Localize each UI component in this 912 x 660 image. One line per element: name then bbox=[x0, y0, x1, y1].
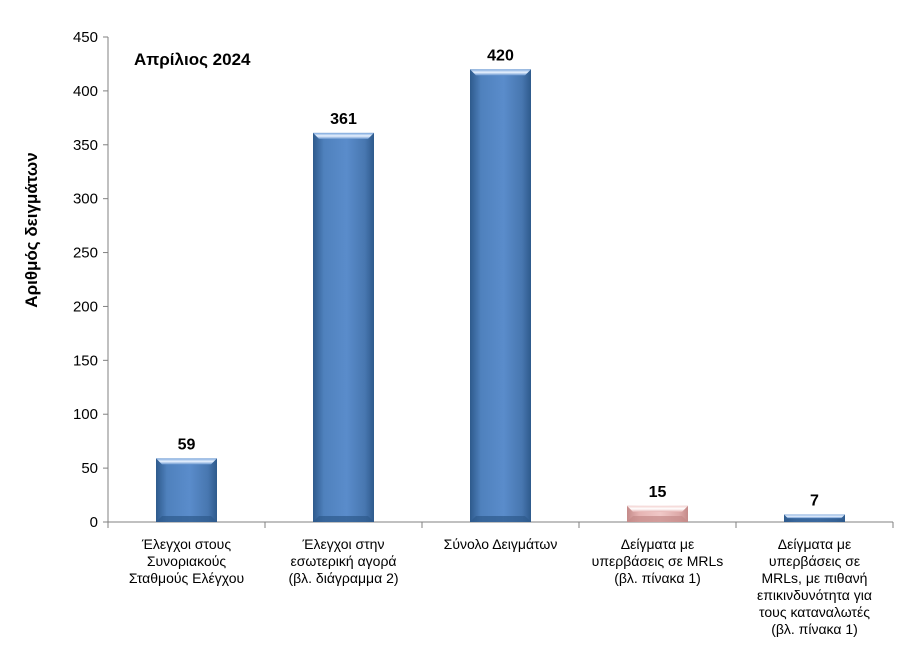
bar-bevel bbox=[470, 69, 531, 76]
x-category-label: Σύνολο Δειγμάτων bbox=[443, 536, 558, 552]
bar-bevel-bottom bbox=[627, 516, 688, 522]
data-labels: 59 361 420 15 7 bbox=[178, 47, 819, 509]
bar-body bbox=[156, 458, 217, 522]
bar-bevel bbox=[156, 458, 217, 465]
y-tick-label: 400 bbox=[73, 83, 98, 100]
x-category-label: Έλεγχοι στην εσωτερική αγορά (βλ. διάγρα… bbox=[288, 536, 399, 586]
bars bbox=[156, 69, 845, 522]
y-tick-label: 250 bbox=[73, 245, 98, 262]
bar-bevel-bottom bbox=[784, 518, 845, 522]
data-label: 420 bbox=[487, 47, 514, 64]
y-tick-label: 0 bbox=[90, 514, 98, 531]
bar-bevel bbox=[313, 132, 374, 139]
bar bbox=[627, 505, 688, 522]
bar-bevel bbox=[627, 505, 688, 512]
data-label: 59 bbox=[178, 436, 196, 453]
bar-bevel bbox=[784, 514, 845, 519]
chart-annotation: Απρίλιος 2024 bbox=[134, 50, 251, 69]
y-tick-label: 50 bbox=[81, 460, 98, 477]
data-label: 15 bbox=[649, 484, 667, 501]
bar-bevel-bottom bbox=[470, 516, 531, 522]
bar-body bbox=[470, 69, 531, 522]
y-tick-label: 300 bbox=[73, 191, 98, 208]
bar bbox=[470, 69, 531, 522]
data-label: 7 bbox=[810, 492, 819, 509]
data-label: 361 bbox=[330, 111, 357, 128]
y-axis-label: Αριθμός δειγμάτων bbox=[22, 152, 41, 308]
y-tick-label: 100 bbox=[73, 406, 98, 423]
bar-bevel-bottom bbox=[156, 516, 217, 522]
x-category-label: Δείγματα με υπερβάσεις σε MRLs (βλ. πίνα… bbox=[591, 536, 724, 586]
bar bbox=[313, 132, 374, 522]
y-tick-label: 450 bbox=[73, 29, 98, 46]
axes: 0 50 100 150 200 250 300 350 400 450 bbox=[73, 29, 894, 531]
bar-body bbox=[313, 132, 374, 522]
bar-bevel-bottom bbox=[313, 516, 374, 522]
bar bbox=[784, 514, 845, 522]
y-tick-label: 150 bbox=[73, 352, 98, 369]
x-category-label: Δείγματα με υπερβάσεις σε MRLs, με πιθαν… bbox=[757, 536, 872, 637]
bar bbox=[156, 458, 217, 522]
y-tick-label: 350 bbox=[73, 137, 98, 154]
y-tick-label: 200 bbox=[73, 298, 98, 315]
x-category-label: Έλεγχοι στους Συνοριακούς Σταθμούς Ελέγχ… bbox=[128, 536, 245, 586]
